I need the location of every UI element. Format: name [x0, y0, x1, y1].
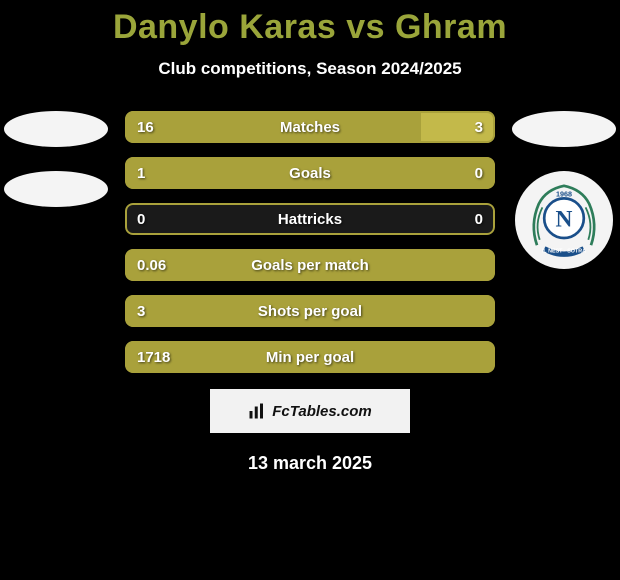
comparison-subtitle: Club competitions, Season 2024/2025: [0, 59, 620, 79]
club-year-text: 1968: [556, 190, 572, 199]
comparison-title: Danylo Karas vs Ghram: [0, 0, 620, 47]
bars-chart-icon: [248, 402, 266, 420]
stat-row: 3Shots per goal: [125, 295, 495, 327]
source-text: FcTables.com: [272, 403, 371, 420]
stat-row: 10Goals: [125, 157, 495, 189]
player-left-club-badge: [4, 171, 108, 207]
stat-label: Hattricks: [125, 211, 495, 228]
club-letter: N: [556, 206, 573, 232]
stat-label: Shots per goal: [125, 303, 495, 320]
player-right-avatar: [512, 111, 616, 147]
stat-row: 0.06Goals per match: [125, 249, 495, 281]
stat-row: 1718Min per goal: [125, 341, 495, 373]
stat-label: Goals: [125, 165, 495, 182]
footer-date: 13 march 2025: [0, 453, 620, 474]
player-right-column: N 1968 IL NEST · SOTRA: [508, 111, 620, 269]
player-left-column: [0, 111, 112, 207]
player-left-avatar: [4, 111, 108, 147]
source-badge: FcTables.com: [210, 389, 410, 433]
stat-label: Goals per match: [125, 257, 495, 274]
stat-label: Min per goal: [125, 349, 495, 366]
stats-area: N 1968 IL NEST · SOTRA 163Matches 10Goals…: [0, 111, 620, 373]
stat-label: Matches: [125, 119, 495, 136]
stat-bars: 163Matches 10Goals 00Hattricks 0.06Goals pe…: [125, 111, 495, 373]
stat-row: 163Matches: [125, 111, 495, 143]
stat-row: 00Hattricks: [125, 203, 495, 235]
player-right-club-badge: N 1968 IL NEST · SOTRA: [515, 171, 613, 269]
nest-sotra-crest-icon: N 1968 IL NEST · SOTRA: [519, 175, 609, 265]
club-name-text: IL NEST · SOTRA: [542, 248, 586, 254]
